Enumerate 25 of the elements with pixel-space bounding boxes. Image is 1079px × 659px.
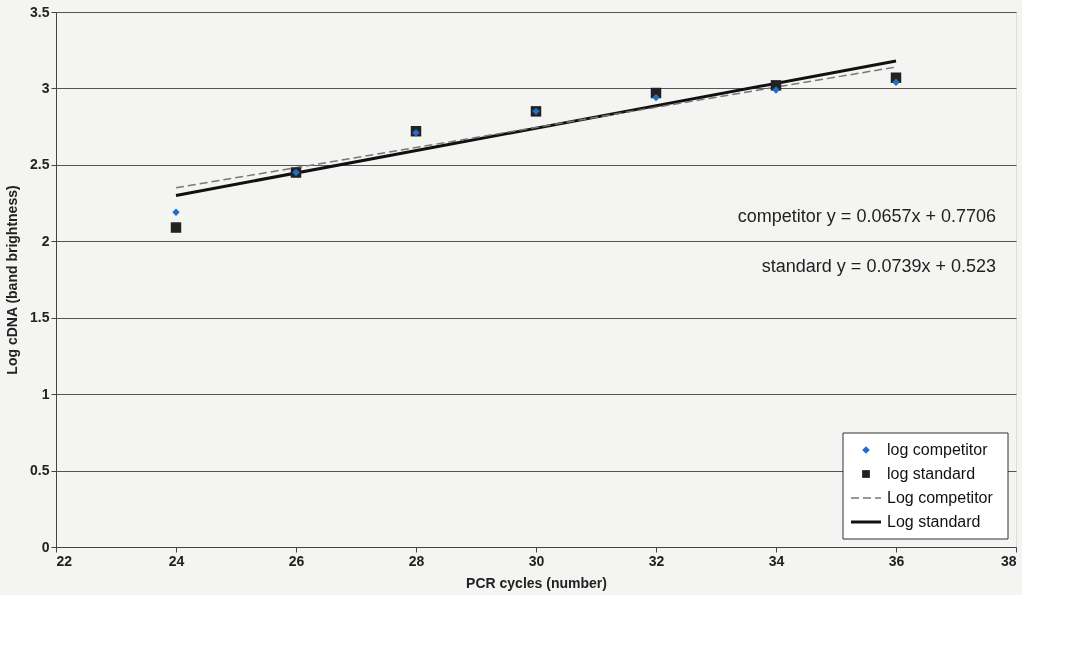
x-tick-label: 24 (168, 552, 185, 569)
x-tick-label: 30 (528, 552, 545, 569)
y-tick-label: 0.5 (30, 462, 50, 479)
y-axis-title: Log cDNA (band brightness) (4, 185, 21, 375)
y-tick-label: 2.5 (30, 156, 50, 173)
legend-label: Log standard (887, 513, 981, 530)
x-tick-label: 34 (768, 552, 785, 569)
annotation: standard y = 0.0739x + 0.523 (761, 256, 996, 276)
legend-label: log standard (887, 465, 976, 482)
y-tick-label: 2 (41, 232, 50, 249)
annotation: competitor y = 0.0657x + 0.7706 (737, 206, 996, 226)
x-tick-label: 38 (1000, 552, 1017, 569)
x-tick-label: 32 (648, 552, 665, 569)
y-tick-label: 0 (41, 538, 50, 555)
x-tick-label: 26 (288, 552, 305, 569)
y-tick-label: 1.5 (30, 309, 50, 326)
legend-label: log competitor (887, 441, 989, 458)
y-tick-label: 3.5 (30, 3, 50, 20)
y-tick-label: 1 (41, 385, 50, 402)
x-tick-label: 28 (408, 552, 425, 569)
legend-label: Log competitor (887, 489, 994, 506)
x-axis-title: PCR cycles (number) (466, 574, 607, 591)
x-tick-label: 36 (888, 552, 905, 569)
x-tick-label: 22 (56, 552, 73, 569)
y-tick-label: 3 (41, 79, 50, 96)
